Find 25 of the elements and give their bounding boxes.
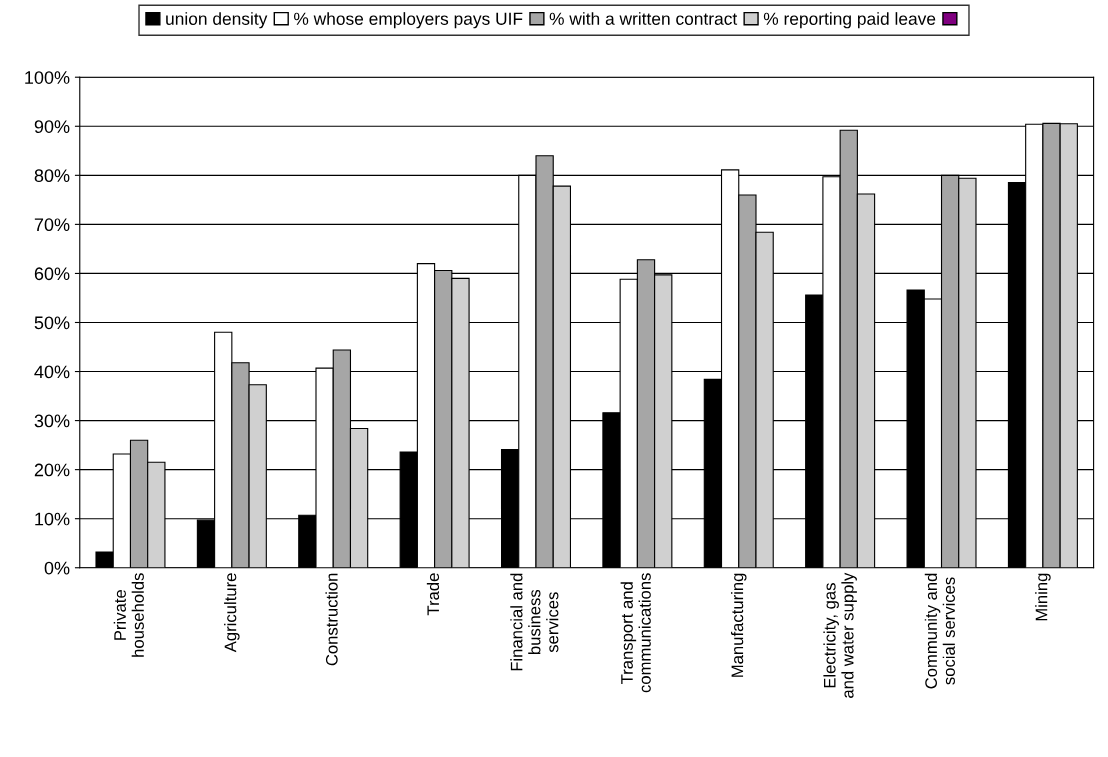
x-tick-label: Transport and communications — [620, 573, 651, 693]
x-tick-label: Manufacturing — [730, 573, 747, 677]
legend-label: % reporting paid leave — [763, 12, 936, 29]
y-tick-label: 20% — [34, 463, 70, 477]
x-tick-label: Trade — [426, 573, 440, 616]
y-tick-label: 30% — [34, 414, 70, 428]
y-tick-label: 10% — [35, 512, 70, 526]
legend-label: union density — [166, 12, 268, 29]
x-tick-label: Construction — [325, 573, 338, 666]
y-tick-label: 80% — [34, 169, 70, 183]
y-tick-label: 60% — [34, 267, 70, 281]
y-tick-label: 50% — [34, 316, 70, 330]
legend-label: % with a written contract — [549, 12, 738, 25]
y-tick-label: 100% — [25, 71, 70, 84]
x-tick-label: Private households — [113, 573, 144, 657]
y-tick-label: 90% — [34, 120, 70, 133]
x-tick-label: Electricity, gas and water supply — [823, 572, 857, 698]
y-tick-label: 40% — [34, 365, 70, 379]
x-tick-label: Agriculture — [224, 573, 240, 653]
y-tick-label: 70% — [34, 218, 70, 232]
y-tick-label: 0% — [44, 561, 70, 575]
x-tick-label: Financial and business services — [510, 573, 559, 671]
x-tick-label: Community and social services — [924, 573, 955, 689]
x-tick-label: Mining — [1035, 573, 1051, 621]
legend-label: % whose employers pays UIF — [294, 12, 523, 29]
